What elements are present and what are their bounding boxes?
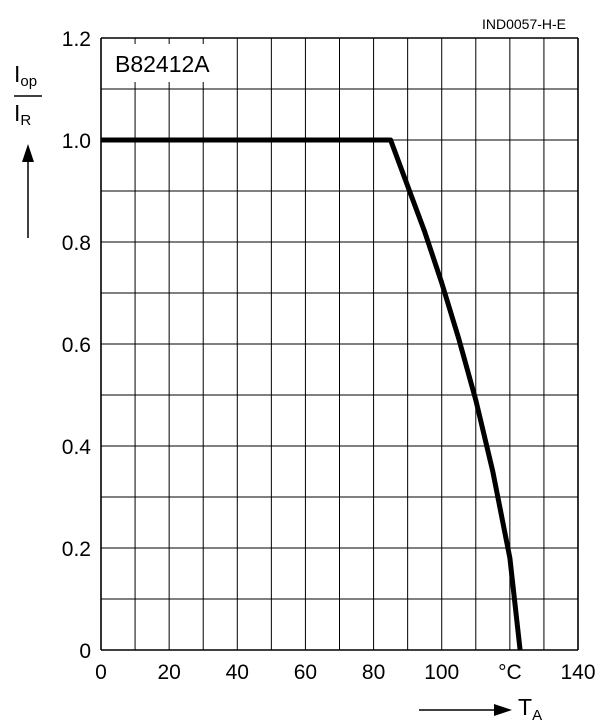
- x-unit-label: °C: [498, 661, 522, 684]
- y-tick-label: 0.8: [62, 232, 91, 255]
- model-label: B82412A: [115, 51, 210, 77]
- figure-code: IND0057-H-E: [482, 16, 566, 32]
- y-tick-label: 0.2: [62, 538, 91, 561]
- y-label-denominator: IR: [14, 100, 31, 129]
- y-tick-label: 1.2: [62, 28, 91, 51]
- model-label-background: [108, 44, 226, 82]
- x-tick-label: 20: [157, 661, 180, 684]
- x-tick-label: 60: [294, 661, 317, 684]
- x-label-text: TA: [518, 694, 542, 722]
- x-axis-label: TA: [419, 694, 542, 722]
- x-tick-labels: 0 20 40 60 80 100 140 °C: [95, 661, 595, 684]
- x-tick-label: 80: [362, 661, 385, 684]
- x-tick-label: 40: [226, 661, 249, 684]
- y-axis-arrow-head: [22, 144, 34, 162]
- y-tick-labels: 0 0.2 0.4 0.6 0.8 1.0 1.2: [62, 28, 92, 663]
- y-tick-label: 1.0: [62, 130, 91, 153]
- x-tick-label: 140: [560, 661, 595, 684]
- derating-curve: [101, 137, 523, 651]
- grid: [100, 37, 579, 651]
- y-label-numerator: Iop: [14, 61, 37, 90]
- x-tick-label: 0: [95, 661, 107, 684]
- y-tick-label: 0.4: [62, 436, 92, 459]
- y-tick-label: 0: [79, 640, 91, 663]
- x-axis-arrow-head: [494, 704, 512, 716]
- x-tick-label: 100: [424, 661, 459, 684]
- y-tick-label: 0.6: [62, 334, 91, 357]
- y-axis-label: Iop IR: [14, 61, 42, 238]
